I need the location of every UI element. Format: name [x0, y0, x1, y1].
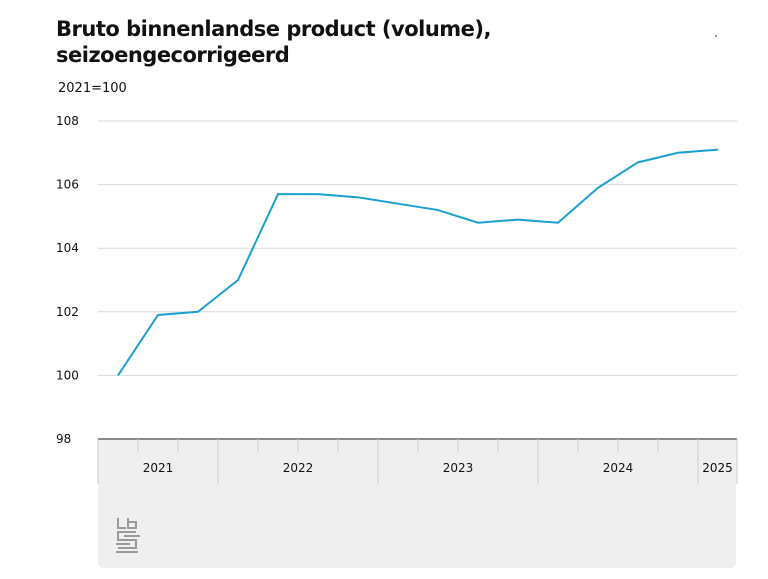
chart-title: Bruto binnenlandse product (volume), sei…: [56, 17, 491, 67]
x-year-label: 2021: [143, 461, 174, 475]
y-tick-label: 98: [56, 432, 71, 446]
menu-dot-icon[interactable]: [715, 35, 717, 37]
y-axis-unit-label: 2021=100: [58, 81, 127, 96]
x-year-label: 2025: [702, 461, 733, 475]
cbs-logo-icon: [116, 518, 140, 553]
x-year-label: 2022: [283, 461, 314, 475]
y-tick-label: 104: [56, 241, 79, 255]
series-line: [117, 148, 719, 376]
chart-footer: [98, 484, 736, 568]
y-tick-label: 108: [56, 114, 79, 128]
y-tick-label: 102: [56, 305, 79, 319]
y-tick-label: 100: [56, 368, 79, 382]
x-year-label: 2024: [603, 461, 634, 475]
x-year-label: 2023: [443, 461, 474, 475]
y-tick-label: 106: [56, 178, 79, 192]
